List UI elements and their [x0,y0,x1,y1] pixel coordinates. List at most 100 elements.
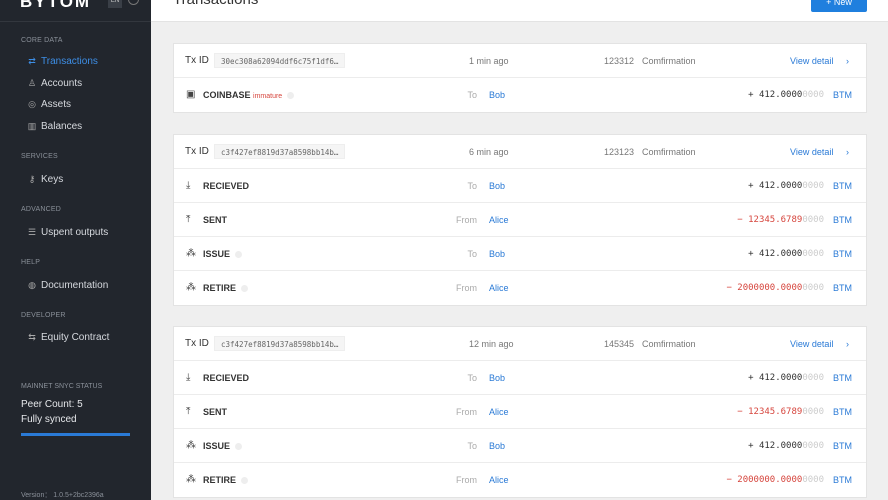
amount-tail: 0000 [802,90,824,100]
sidebar-item-label: Transactions [41,56,98,67]
table-row: ⁂ RETIRE From Alice − 2000000.00000000 B… [174,271,866,305]
confirmation-label: Comfirmation [642,56,696,66]
transaction-type: RECIEVED [203,361,249,395]
info-icon[interactable] [241,285,249,293]
transaction-type: SENT [203,395,227,429]
table-row: ⤓ RECIEVED To Bob + 412.00000000 BTM [174,361,866,395]
contract-icon: ⇆ [28,332,36,342]
asset-unit-link[interactable]: BTM [833,475,852,485]
section-title: CORE DATA [21,37,63,44]
sidebar-item-balances[interactable]: ▥ Balances [27,121,82,132]
sidebar-item-label: Balances [41,121,83,132]
counterparty-link[interactable]: Alice [489,407,509,417]
asset-unit-link[interactable]: BTM [833,90,852,100]
type-label: RECIEVED [203,373,250,383]
amount-tail: 0000 [802,441,824,451]
download-icon: ⤓ [186,180,191,191]
transaction-header: Tx ID c3f427ef8819d37a8598bb14b… 6 min a… [174,135,866,169]
counterparty-link[interactable]: Bob [489,249,506,259]
txid-label: Tx ID [185,146,209,157]
direction-label: To [467,441,477,451]
amount: − 2000000.00000000 [726,271,824,305]
language-button[interactable]: EN [108,0,122,8]
counterparty-link[interactable]: Alice [489,215,509,225]
chevron-right-icon[interactable]: › [846,339,849,349]
amount-tail: 0000 [802,215,824,225]
new-button[interactable]: + New [811,0,867,12]
counterparty-link[interactable]: Bob [489,373,506,383]
user-icon: ♙ [27,78,37,88]
asset-unit-link[interactable]: BTM [833,249,852,259]
amount-tail: 0000 [802,181,824,191]
amount-sign: + [748,373,754,383]
amount-value: 412.0000 [758,373,803,383]
type-label: COINBASE [203,90,251,100]
counterparty-link[interactable]: Alice [489,283,509,293]
txid-label: Tx ID [185,338,209,349]
counterparty-link[interactable]: Bob [489,90,506,100]
txid-value: c3f427ef8819d37a8598bb14b… [214,144,346,159]
page-title: Transactions [173,0,258,8]
sidebar-item-accounts[interactable]: ♙ Accounts [27,78,82,89]
info-icon[interactable] [241,477,249,485]
amount-value: 412.0000 [758,249,803,259]
info-icon[interactable] [235,251,243,259]
amount-tail: 0000 [802,407,824,417]
version: Version： 1.0.5+2bc2396a [21,492,104,499]
sync-progress-fill [21,433,130,436]
chart-icon: ▥ [27,121,37,131]
page-header: Transactions + New [151,0,888,22]
settings-icon[interactable] [128,0,139,5]
amount-value: 2000000.0000 [737,475,803,485]
sidebar-item-assets[interactable]: ◎ Assets [27,99,71,110]
amount-value: 12345.6789 [748,215,803,225]
chevron-right-icon[interactable]: › [846,56,849,66]
transaction-type: COINBASE immature [203,78,295,114]
type-label: SENT [203,215,228,225]
key-icon: ⚷ [28,174,36,184]
view-detail-link[interactable]: View detail [790,56,834,66]
table-row: ⤓ RECIEVED To Bob + 412.00000000 BTM [174,169,866,203]
sync-status-title: MAINNET SNYC STATUS [21,383,103,390]
asset-unit-link[interactable]: BTM [833,181,852,191]
upload-icon: ⤒ [186,214,191,225]
transaction-header: Tx ID c3f427ef8819d37a8598bb14b… 12 min … [174,327,866,361]
asset-unit-link[interactable]: BTM [833,441,852,451]
view-detail-link[interactable]: View detail [790,339,834,349]
info-icon[interactable] [287,92,295,100]
sidebar-item-label: Equity Contract [41,332,110,343]
info-icon[interactable] [235,443,243,451]
upload-icon: ⤒ [186,406,191,417]
sidebar-item-keys[interactable]: ⚷ Keys [27,174,64,185]
chevron-right-icon[interactable]: › [846,147,849,157]
counterparty-link[interactable]: Bob [489,181,506,191]
retire-icon: ⁂ [186,474,196,485]
direction-label: To [467,373,477,383]
globe-icon: ◍ [28,280,36,290]
counterparty-link[interactable]: Bob [489,441,506,451]
asset-unit-link[interactable]: BTM [833,407,852,417]
amount-tail: 0000 [802,475,824,485]
sidebar-item-transactions[interactable]: ⇄ Transactions [27,56,98,67]
sidebar-item-equity-contract[interactable]: ⇆ Equity Contract [27,332,109,343]
table-row: ▣ COINBASE immature To Bob + 412.0000000… [174,78,866,112]
transaction-type: RETIRE [203,463,249,497]
transaction-type: RECIEVED [203,169,249,203]
asset-unit-link[interactable]: BTM [833,283,852,293]
amount-sign: + [748,90,754,100]
transaction-card: Tx ID c3f427ef8819d37a8598bb14b… 12 min … [173,326,867,498]
amount-value: 2000000.0000 [737,283,803,293]
sidebar-item-documentation[interactable]: ◍ Documentation [27,280,108,291]
amount-sign: − [726,475,732,485]
asset-unit-link[interactable]: BTM [833,215,852,225]
transaction-type: SENT [203,203,227,237]
asset-unit-link[interactable]: BTM [833,373,852,383]
direction-label: To [467,249,477,259]
sidebar-item-uspent-outputs[interactable]: ☰ Uspent outputs [27,227,108,238]
amount-sign: + [748,181,754,191]
section-title: SERVICES [21,153,58,160]
peer-count: Peer Count: 5 [21,399,83,410]
counterparty-link[interactable]: Alice [489,475,509,485]
view-detail-link[interactable]: View detail [790,147,834,157]
amount: − 12345.67890000 [737,395,824,429]
